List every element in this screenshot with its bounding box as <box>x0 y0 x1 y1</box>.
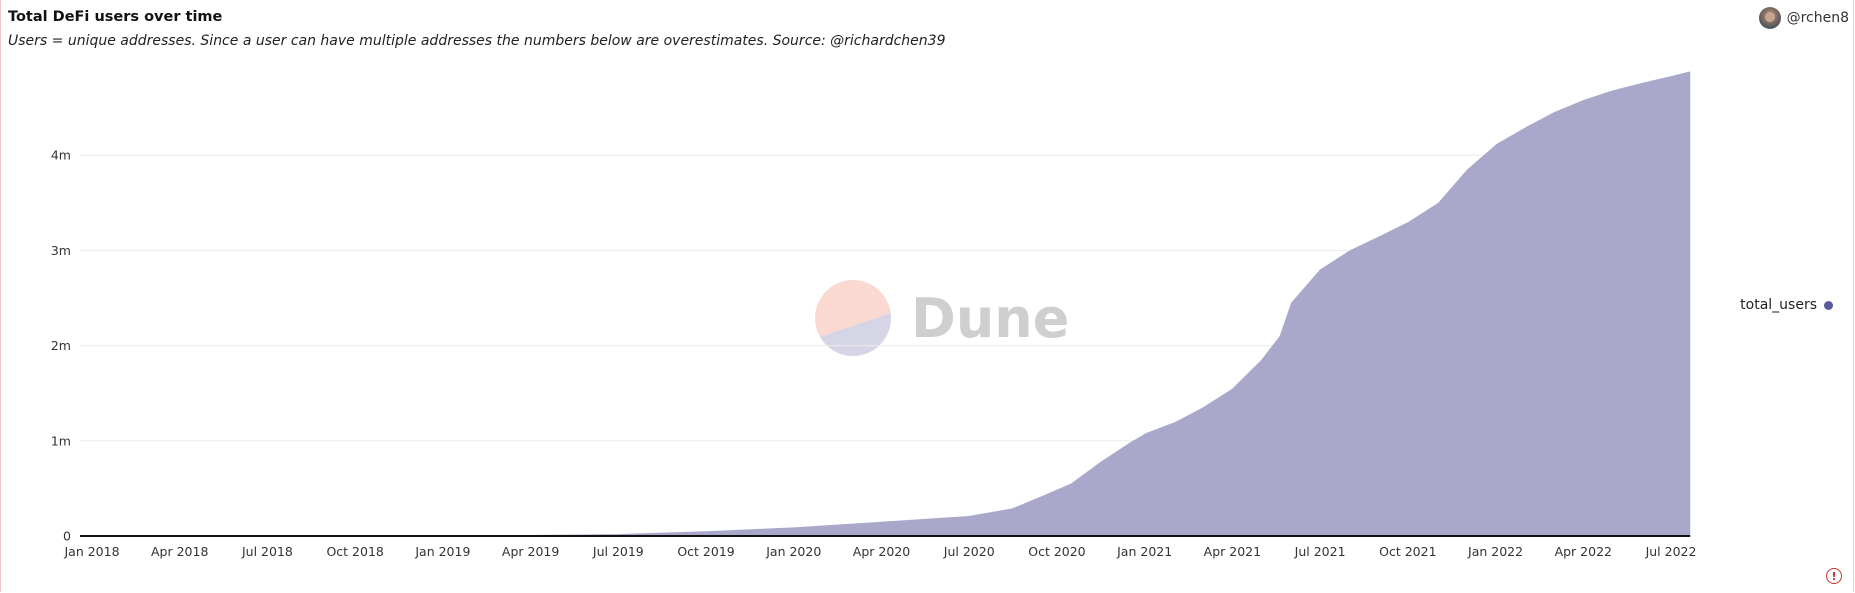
y-tick-label: 0 <box>63 529 71 544</box>
x-tick-label: Oct 2020 <box>1028 544 1085 559</box>
legend-label[interactable]: total_users <box>1740 297 1817 313</box>
x-tick-label: Apr 2021 <box>1204 544 1261 559</box>
x-tick-label: Jul 2022 <box>1645 544 1697 559</box>
avatar[interactable] <box>1758 7 1781 29</box>
y-tick-label: 2m <box>51 338 71 353</box>
x-tick-label: Oct 2018 <box>326 544 383 559</box>
author-name[interactable]: @rchen8 <box>1786 10 1849 26</box>
x-tick-label: Jan 2020 <box>765 544 821 559</box>
y-tick-label: 4m <box>51 148 71 163</box>
x-tick-label: Apr 2018 <box>151 544 208 559</box>
x-tick-label: Jan 2021 <box>1116 544 1172 559</box>
x-tick-label: Jan 2022 <box>1467 544 1523 559</box>
author-badge[interactable]: @rchen8 <box>1758 7 1849 29</box>
x-tick-label: Oct 2021 <box>1379 544 1436 559</box>
x-tick-label: Apr 2020 <box>853 544 910 559</box>
legend-dot-icon <box>1824 300 1833 310</box>
dune-watermark: Dune <box>815 280 1069 356</box>
x-tick-label: Apr 2022 <box>1555 544 1612 559</box>
x-tick-label: Jul 2018 <box>241 544 293 559</box>
x-tick-label: Jul 2020 <box>943 544 995 559</box>
x-tick-label: Apr 2019 <box>502 544 559 559</box>
dune-logo-icon <box>815 280 891 356</box>
x-tick-label: Jul 2019 <box>592 544 644 559</box>
y-tick-label: 3m <box>51 243 71 258</box>
y-tick-label: 1m <box>51 433 71 448</box>
series-area-total-users[interactable] <box>92 71 1691 537</box>
x-tick-label: Jul 2021 <box>1294 544 1346 559</box>
x-tick-label: Oct 2019 <box>677 544 734 559</box>
x-tick-label: Jan 2018 <box>63 544 119 559</box>
chart-subtitle: Users = unique addresses. Since a user c… <box>8 33 946 49</box>
chart-legend[interactable]: total_users <box>1740 297 1833 313</box>
alert-icon[interactable]: ! <box>1826 568 1842 584</box>
dune-watermark-text: Dune <box>911 287 1069 350</box>
x-tick-label: Jan 2019 <box>414 544 470 559</box>
chart-title: Total DeFi users over time <box>8 9 223 25</box>
